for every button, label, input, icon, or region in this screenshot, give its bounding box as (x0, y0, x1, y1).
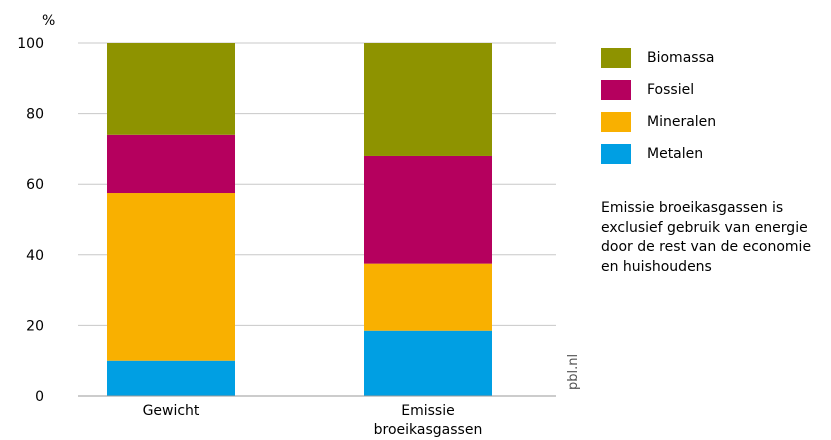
legend-swatch-fossiel (601, 80, 631, 100)
y-tick-label: 60 (26, 177, 44, 193)
bar-segment-fossiel (364, 155, 492, 264)
y-tick-label: 40 (26, 248, 44, 264)
x-category-label: Gewicht (143, 403, 200, 419)
bar-segment-biomassa (364, 43, 492, 156)
bar-segment-mineralen (107, 193, 235, 361)
legend-item-fossiel: Fossiel (601, 74, 821, 106)
bar-segment-metalen (107, 360, 235, 396)
chart-note: Emissie broeikasgassen is exclusief gebr… (601, 200, 812, 275)
y-tick-label: 80 (26, 107, 44, 123)
y-tick-label: 20 (26, 318, 44, 334)
legend-swatch-biomassa (601, 48, 631, 68)
y-axis-ticks: 0 20 40 60 80 100 (17, 36, 44, 405)
legend-swatch-metalen (601, 144, 631, 164)
y-axis-unit-label: % (42, 13, 55, 29)
bar-segment-metalen (364, 330, 492, 396)
source-label: pbl.nl (566, 354, 581, 390)
bar-segment-fossiel (107, 134, 235, 194)
x-axis-category-labels: Gewicht Emissie broeikasgassen (143, 403, 483, 438)
bar-segment-mineralen (364, 263, 492, 331)
bar-segment-biomassa (107, 43, 235, 135)
legend-item-mineralen: Mineralen (601, 106, 821, 138)
legend: Biomassa Fossiel Mineralen Metalen (601, 42, 821, 170)
legend-item-biomassa: Biomassa (601, 42, 821, 74)
x-category-label: Emissie broeikasgassen (374, 403, 483, 438)
legend-label-mineralen: Mineralen (647, 114, 717, 130)
legend-label-metalen: Metalen (647, 146, 704, 162)
bar-stacks (107, 43, 492, 396)
y-tick-label: 0 (35, 389, 44, 405)
legend-label-fossiel: Fossiel (647, 82, 695, 98)
legend-swatch-mineralen (601, 112, 631, 132)
legend-label-biomassa: Biomassa (647, 50, 715, 66)
legend-item-metalen: Metalen (601, 138, 821, 170)
y-tick-label: 100 (17, 36, 44, 52)
